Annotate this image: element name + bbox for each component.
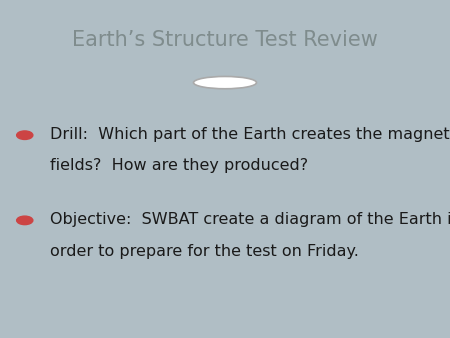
Circle shape [194, 76, 256, 89]
Text: Drill:  Which part of the Earth creates the magnetic: Drill: Which part of the Earth creates t… [50, 126, 450, 142]
Text: Earth’s Structure Test Review: Earth’s Structure Test Review [72, 29, 378, 50]
Text: order to prepare for the test on Friday.: order to prepare for the test on Friday. [50, 244, 358, 259]
Text: fields?  How are they produced?: fields? How are they produced? [50, 159, 308, 173]
Text: Objective:  SWBAT create a diagram of the Earth in: Objective: SWBAT create a diagram of the… [50, 212, 450, 227]
Circle shape [17, 216, 33, 225]
Circle shape [17, 131, 33, 140]
